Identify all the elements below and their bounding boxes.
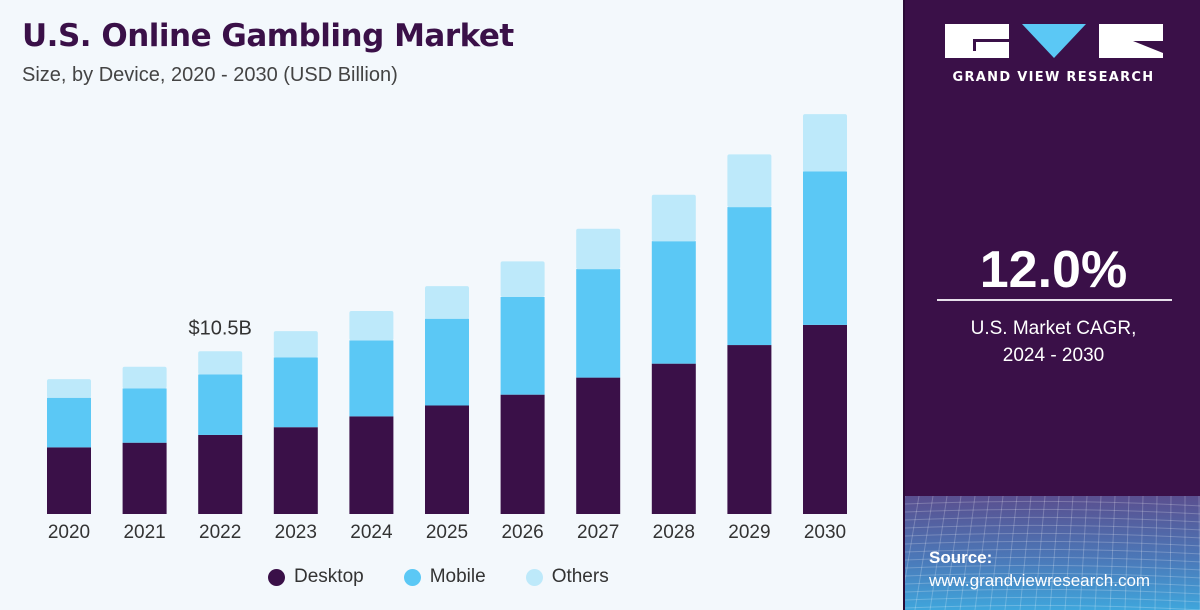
- x-tick-label-2025: 2025: [426, 522, 468, 543]
- chart-panel: U.S. Online Gambling Market Size, by Dev…: [22, 18, 847, 588]
- x-tick-label-2029: 2029: [728, 522, 770, 543]
- legend-item-mobile: Mobile: [403, 566, 486, 588]
- bar-segment-others-2030: [803, 114, 847, 172]
- bar-segment-others-2024: [349, 310, 394, 341]
- bar-segment-mobile-2020: [47, 397, 91, 448]
- bar-segment-desktop-2027: [576, 377, 621, 514]
- bar-segment-mobile-2022: [198, 374, 243, 435]
- source-box: Source: www.grandviewresearch.com: [905, 496, 1200, 610]
- cagr-label-line2: 2024 - 2030: [1002, 345, 1105, 366]
- x-tick-label-2024: 2024: [350, 522, 393, 543]
- x-tick-label-2030: 2030: [804, 522, 846, 543]
- bar-segment-others-2029: [727, 154, 772, 208]
- chart-subtitle: Size, by Device, 2020 - 2030 (USD Billio…: [22, 64, 398, 86]
- bar-segment-mobile-2027: [576, 269, 621, 378]
- bar-segment-others-2026: [500, 261, 545, 297]
- stacked-bar-chart: 2020 2021 2022 $10.5B 2023 2024 2025 2026 2027 20…: [47, 114, 847, 543]
- cagr-label-line1: U.S. Market CAGR,: [970, 318, 1137, 339]
- source-label: Source:: [929, 548, 993, 567]
- bar-segment-mobile-2026: [500, 297, 545, 395]
- bar-segment-others-2028: [651, 194, 696, 242]
- bar-segment-desktop-2025: [425, 405, 469, 514]
- source-url[interactable]: www.grandviewresearch.com: [929, 571, 1151, 590]
- bar-segment-mobile-2030: [803, 171, 847, 325]
- bar-segment-others-2022: [198, 351, 243, 375]
- legend-label-mobile: Mobile: [429, 566, 486, 587]
- x-tick-label-2027: 2027: [577, 522, 619, 543]
- data-label-2022: $10.5B: [189, 317, 252, 339]
- x-tick-label-2021: 2021: [123, 522, 165, 543]
- cagr-value: 12.0%: [979, 241, 1128, 299]
- bar-segment-desktop-2026: [500, 394, 545, 514]
- bar-segment-desktop-2020: [47, 447, 91, 514]
- grid-background-icon: [905, 496, 1200, 610]
- bar-segment-desktop-2021: [122, 442, 167, 514]
- x-tick-label-2028: 2028: [653, 522, 695, 543]
- legend-item-others: Others: [525, 566, 609, 588]
- bar-segment-desktop-2028: [651, 363, 696, 514]
- side-panel: GRAND VIEW RESEARCH 12.0% U.S. Market CA…: [903, 0, 1200, 610]
- legend-label-desktop: Desktop: [294, 566, 364, 587]
- bar-segment-desktop-2023: [273, 427, 318, 514]
- x-tick-label-2022: 2022: [199, 522, 241, 543]
- chart-title: U.S. Online Gambling Market: [22, 18, 514, 54]
- x-tick-label-2020: 2020: [48, 522, 90, 543]
- bar-segment-mobile-2029: [727, 207, 772, 346]
- legend-label-others: Others: [551, 566, 609, 587]
- bar-segment-mobile-2024: [349, 340, 394, 417]
- legend-dot-mobile: [403, 568, 421, 586]
- legend-dot-desktop: [268, 568, 285, 586]
- bar-segment-others-2025: [425, 286, 469, 319]
- bar-segment-others-2021: [122, 366, 167, 389]
- legend-dot-others: [525, 568, 543, 586]
- chart-legend: Desktop Mobile Others: [268, 566, 649, 588]
- cagr-label: U.S. Market CAGR, 2024 - 2030: [905, 315, 1200, 369]
- cagr-divider: [937, 299, 1172, 301]
- bar-segment-mobile-2028: [651, 241, 696, 364]
- bar-segment-others-2023: [273, 331, 318, 358]
- bar-segment-desktop-2022: [198, 434, 243, 514]
- bar-segment-mobile-2023: [273, 357, 318, 428]
- brand-name: GRAND VIEW RESEARCH: [952, 70, 1155, 85]
- bar-segment-desktop-2030: [803, 324, 847, 514]
- bar-segment-desktop-2024: [349, 416, 394, 514]
- bar-segment-desktop-2029: [727, 345, 772, 514]
- bar-segment-others-2027: [576, 228, 621, 270]
- gvr-logo-icon: [945, 24, 1163, 58]
- bar-segment-mobile-2021: [122, 388, 167, 443]
- bar-segment-mobile-2025: [425, 318, 469, 406]
- x-tick-label-2023: 2023: [275, 522, 317, 543]
- bar-segment-others-2020: [47, 379, 91, 398]
- legend-item-desktop: Desktop: [268, 566, 364, 588]
- x-tick-label-2026: 2026: [501, 522, 543, 543]
